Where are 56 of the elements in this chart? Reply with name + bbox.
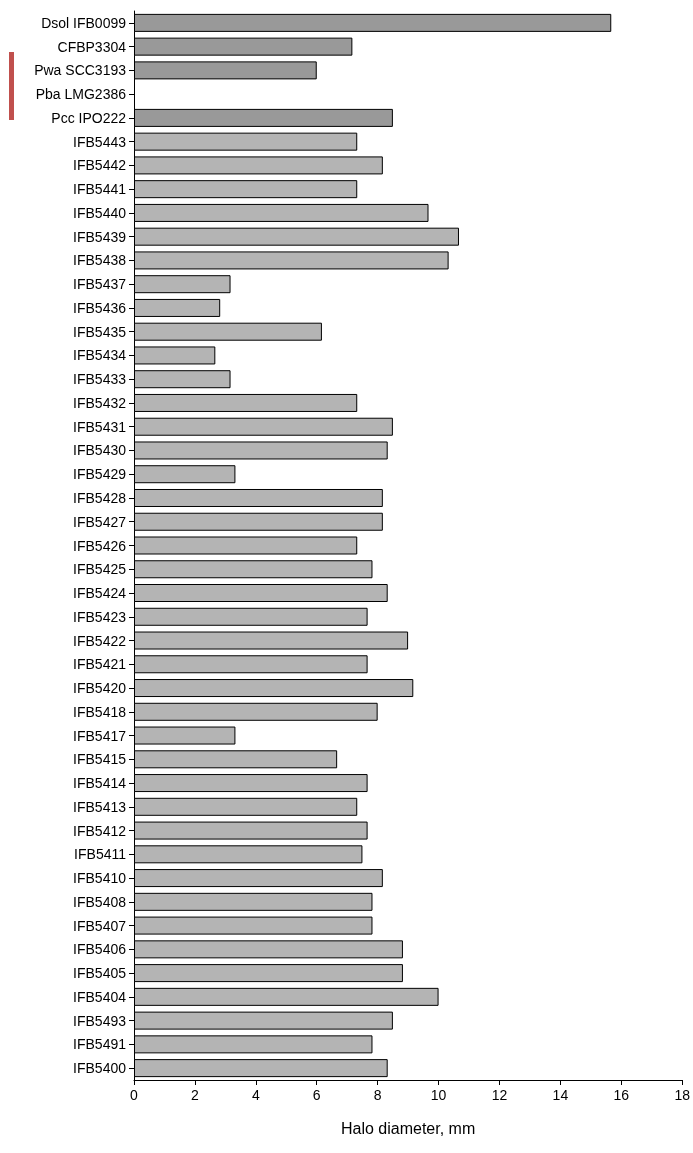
y-tick-label: IFB5434 (73, 347, 127, 364)
y-tick-label: IFB5441 (73, 181, 127, 198)
y-tick-label: IFB5437 (73, 276, 127, 293)
y-tick-label: IFB5410 (73, 870, 127, 887)
y-tick-label: IFB5436 (73, 299, 127, 316)
y-tick-label: IFB5404 (73, 988, 127, 1005)
y-tick-label: IFB5417 (73, 727, 127, 744)
y-tick-label: IFB5420 (73, 680, 127, 697)
y-tick-label: IFB5438 (73, 252, 127, 269)
y-tick-label: IFB5430 (73, 442, 127, 459)
y-tick-label: IFB5422 (73, 632, 127, 649)
x-tick-label: 0 (130, 1087, 139, 1103)
x-tick-label: 10 (430, 1087, 447, 1103)
y-tick-label: IFB5421 (73, 656, 127, 673)
y-tick-label: IFB5418 (73, 703, 127, 720)
y-tick-label: IFB5433 (73, 371, 127, 388)
x-tick-label: 6 (312, 1087, 321, 1103)
x-tick-label: 2 (191, 1087, 200, 1103)
y-tick-label: IFB5408 (73, 893, 127, 910)
y-tick-label: IFB5424 (73, 585, 127, 602)
y-tick-label: Pwa SCC3193 (34, 62, 127, 79)
x-tick-label: 14 (552, 1087, 569, 1103)
y-tick-label: IFB5493 (73, 1012, 127, 1029)
y-tick-label: IFB5425 (73, 561, 127, 578)
x-tick-label: 18 (674, 1087, 691, 1103)
y-tick-label: IFB5439 (73, 228, 127, 245)
y-tick-label: CFBP3304 (57, 38, 127, 55)
y-tick-label: Dsol IFB0099 (41, 14, 127, 31)
x-tick-label: 4 (251, 1087, 260, 1103)
y-tick-label: Pba LMG2386 (35, 86, 127, 103)
y-tick-label: IFB5411 (74, 846, 127, 863)
x-tick-label: 8 (373, 1087, 382, 1103)
y-tick-label: IFB5440 (73, 204, 127, 221)
y-tick-label: IFB5429 (73, 466, 127, 483)
y-tick-label: IFB5426 (73, 537, 127, 554)
y-tick-label: IFB5443 (73, 133, 127, 150)
y-tick-label: IFB5432 (73, 394, 127, 411)
y-tick-label: IFB5427 (73, 513, 127, 530)
y-tick-label: IFB5431 (73, 418, 127, 435)
y-tick-label: IFB5491 (73, 1036, 127, 1053)
y-tick-label: IFB5428 (73, 489, 127, 506)
y-tick-label: IFB5414 (73, 775, 127, 792)
y-tick-label: IFB5412 (73, 822, 127, 839)
y-tick-label: IFB5413 (73, 798, 127, 815)
y-tick-label: IFB5415 (73, 751, 127, 768)
y-tick-label: IFB5406 (73, 941, 127, 958)
y-tick-label: IFB5405 (73, 965, 127, 982)
y-tick-label: IFB5400 (73, 1060, 127, 1077)
y-tick-label: IFB5435 (73, 323, 127, 340)
x-tick-label: 16 (613, 1087, 630, 1103)
x-tick-label: 12 (491, 1087, 508, 1103)
y-tick-label: Pcc IPO222 (51, 109, 127, 126)
y-tick-label: IFB5423 (73, 608, 127, 625)
y-tick-label: IFB5442 (73, 157, 127, 174)
y-tick-label: IFB5407 (73, 917, 127, 934)
x-axis-title: Halo diameter, mm (340, 1119, 476, 1137)
